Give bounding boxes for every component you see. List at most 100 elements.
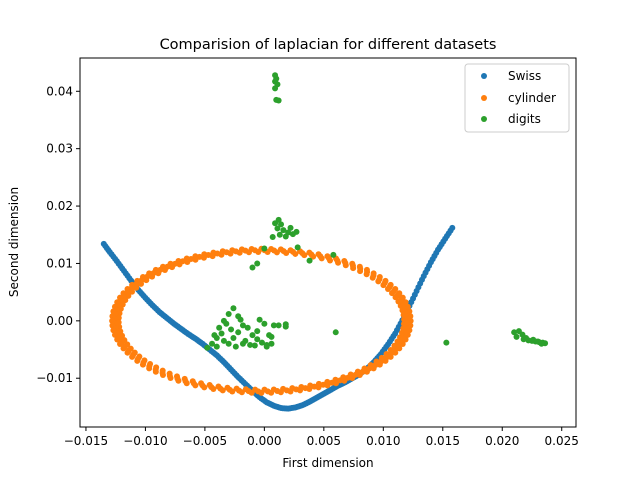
y-tick-label: 0.04	[46, 84, 73, 98]
point-cylinder	[133, 284, 140, 291]
point-cylinder	[363, 266, 370, 273]
point-digits	[332, 329, 339, 336]
point-digits	[269, 234, 276, 241]
point-digits	[443, 339, 450, 346]
point-cylinder	[332, 376, 339, 383]
point-digits	[232, 343, 239, 350]
point-cylinder	[306, 249, 313, 256]
point-cylinder	[210, 386, 217, 393]
point-cylinder	[341, 257, 348, 264]
point-cylinder	[387, 281, 394, 288]
point-digits	[225, 340, 232, 347]
point-digits	[272, 85, 279, 92]
point-digits	[213, 343, 220, 350]
point-digits	[249, 264, 256, 271]
plot-marks	[100, 72, 549, 412]
point-cylinder	[376, 273, 383, 280]
x-tick-label: 0.020	[485, 434, 519, 448]
point-digits	[268, 340, 275, 347]
point-cylinder	[155, 270, 162, 277]
point-digits	[254, 328, 261, 335]
point-digits	[256, 316, 263, 323]
x-tick-label: −0.010	[123, 434, 167, 448]
point-cylinder	[356, 263, 363, 270]
point-digits	[225, 310, 232, 317]
point-digits	[280, 227, 287, 234]
point-digits	[218, 330, 225, 337]
point-digits	[293, 228, 300, 235]
x-tick-label: 0.005	[307, 434, 341, 448]
point-cylinder	[229, 388, 236, 395]
point-digits	[239, 322, 246, 329]
point-digits	[282, 233, 289, 240]
point-cylinder	[159, 371, 166, 378]
point-cylinder	[146, 365, 153, 372]
point-digits	[282, 323, 289, 330]
point-cylinder	[370, 270, 377, 277]
point-cylinder	[354, 368, 361, 375]
legend-label-digits: digits	[508, 112, 541, 126]
point-cylinder	[161, 267, 168, 274]
point-cylinder	[114, 336, 121, 343]
y-tick-label: 0.03	[46, 142, 73, 156]
y-tick-label: −0.01	[36, 371, 73, 385]
point-digits	[268, 333, 275, 340]
point-cylinder	[324, 378, 331, 385]
x-axis-label: First dimension	[282, 456, 373, 470]
point-digits	[261, 320, 268, 327]
point-digits	[519, 331, 526, 338]
point-cylinder	[340, 374, 347, 381]
y-tick-label: 0.00	[46, 314, 73, 328]
point-cylinder	[129, 288, 136, 295]
point-digits	[209, 340, 216, 347]
point-cylinder	[138, 280, 145, 287]
point-cylinder	[378, 354, 385, 361]
point-cylinder	[402, 299, 409, 306]
point-cylinder	[176, 261, 183, 268]
point-cylinder	[404, 319, 411, 326]
point-digits	[294, 244, 301, 251]
point-cylinder	[392, 285, 399, 292]
legend-box	[464, 63, 570, 133]
y-axis-label: Second dimension	[7, 187, 21, 297]
point-digits	[306, 257, 313, 264]
point-cylinder	[124, 349, 131, 356]
point-digits	[254, 260, 261, 267]
point-digits	[211, 332, 218, 339]
point-cylinder	[347, 371, 354, 378]
point-cylinder	[399, 294, 406, 301]
point-digits	[275, 216, 282, 223]
point-digits	[251, 342, 258, 349]
point-cylinder	[129, 353, 136, 360]
point-digits	[258, 339, 265, 346]
point-digits	[228, 326, 235, 333]
y-tick-label: 0.01	[46, 256, 73, 270]
point-digits	[538, 340, 545, 347]
point-digits	[530, 336, 537, 343]
legend: Swiss cylinder digits	[464, 63, 570, 133]
point-digits	[220, 317, 227, 324]
point-cylinder	[404, 303, 411, 310]
point-cylinder	[143, 277, 150, 284]
point-digits	[278, 221, 285, 228]
point-cylinder	[383, 350, 390, 357]
point-cylinder	[315, 251, 322, 258]
point-cylinder	[169, 264, 176, 271]
point-digits	[330, 251, 337, 258]
point-cylinder	[139, 361, 146, 368]
point-digits	[511, 329, 518, 336]
point-digits	[235, 313, 242, 320]
y-tick-label: 0.02	[46, 199, 73, 213]
x-tick-label: 0.010	[366, 434, 400, 448]
point-digits	[220, 337, 227, 344]
point-digits	[513, 333, 520, 340]
point-cylinder	[287, 247, 294, 254]
point-digits	[254, 336, 261, 343]
point-cylinder	[167, 374, 174, 381]
point-cylinder	[396, 290, 403, 297]
point-digits	[204, 344, 211, 351]
point-digits	[287, 224, 294, 231]
point-digits	[230, 305, 237, 312]
point-digits	[275, 97, 282, 104]
